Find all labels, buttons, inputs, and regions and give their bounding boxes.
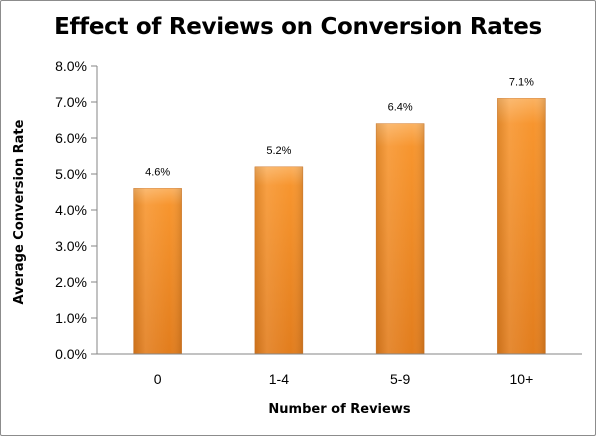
bar-shading xyxy=(376,123,425,354)
y-tick-label: 4.0% xyxy=(55,202,87,218)
bars xyxy=(133,98,546,355)
y-tick-label: 5.0% xyxy=(55,166,87,182)
x-tick-label: 5-9 xyxy=(390,371,410,387)
data-label: 4.6% xyxy=(145,166,170,178)
bar-shading xyxy=(254,166,303,354)
y-axis-title: Average Conversion Rate xyxy=(12,119,27,304)
x-tick-label: 1-4 xyxy=(269,371,289,387)
data-label: 6.4% xyxy=(388,102,413,114)
bar-shading xyxy=(133,188,182,354)
y-tick-label: 2.0% xyxy=(55,274,87,290)
y-tick-labels: 0.0% 1.0% 2.0% 3.0% 4.0% 5.0% 6.0% 7.0% 8.0% xyxy=(55,58,87,362)
bar-shading xyxy=(497,98,546,355)
y-tick-label: 1.0% xyxy=(55,310,87,326)
x-tick-label: 10+ xyxy=(510,371,534,387)
data-label: 5.2% xyxy=(266,145,291,157)
chart-title: Effect of Reviews on Conversion Rates xyxy=(54,14,542,40)
data-labels: 4.6% 5.2% 6.4% 7.1% xyxy=(145,76,534,178)
y-tick-label: 0.0% xyxy=(55,346,87,362)
data-label: 7.1% xyxy=(509,76,534,88)
y-tick-marks xyxy=(91,65,97,355)
x-tick-labels: 0 1-4 5-9 10+ xyxy=(154,371,534,387)
y-tick-label: 7.0% xyxy=(55,94,87,110)
x-tick-label: 0 xyxy=(154,371,162,387)
x-axis-title: Number of Reviews xyxy=(268,402,410,417)
y-tick-label: 8.0% xyxy=(55,58,87,74)
y-tick-label: 6.0% xyxy=(55,130,87,146)
y-tick-label: 3.0% xyxy=(55,238,87,254)
